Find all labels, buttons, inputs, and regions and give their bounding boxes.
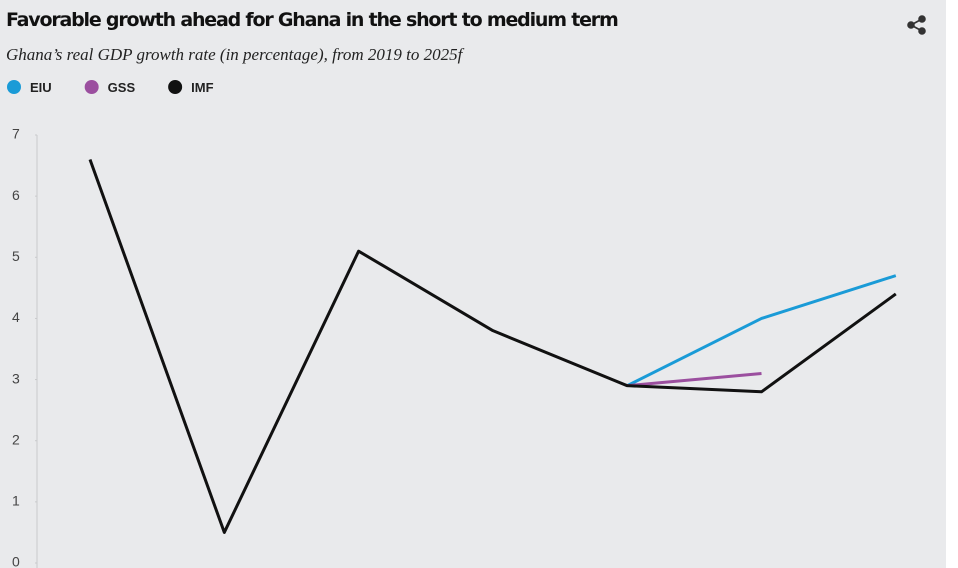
chart-title: Favorable growth ahead for Ghana in the … xyxy=(6,9,618,31)
legend-label: EIU xyxy=(30,80,52,95)
y-tick-label: 5 xyxy=(12,248,20,264)
series-line xyxy=(88,158,897,534)
right-edge xyxy=(946,0,958,568)
y-tick-label: 6 xyxy=(12,187,20,203)
share-button[interactable] xyxy=(907,15,926,35)
legend-marker xyxy=(168,80,183,94)
series-line xyxy=(627,371,762,388)
y-tick-label: 4 xyxy=(12,309,20,325)
y-tick-label: 2 xyxy=(12,431,20,447)
y-tick-label: 7 xyxy=(12,126,20,142)
legend-marker xyxy=(84,80,99,94)
y-tick-label: 1 xyxy=(12,493,20,509)
legend-label: IMF xyxy=(191,80,213,95)
series-line xyxy=(626,274,897,388)
y-tick-label: 0 xyxy=(12,554,20,568)
legend-label: GSS xyxy=(108,80,136,95)
legend-marker xyxy=(7,80,21,94)
chart-subtitle: Ghana’s real GDP growth rate (in percent… xyxy=(6,45,465,64)
y-tick-label: 3 xyxy=(12,370,20,386)
